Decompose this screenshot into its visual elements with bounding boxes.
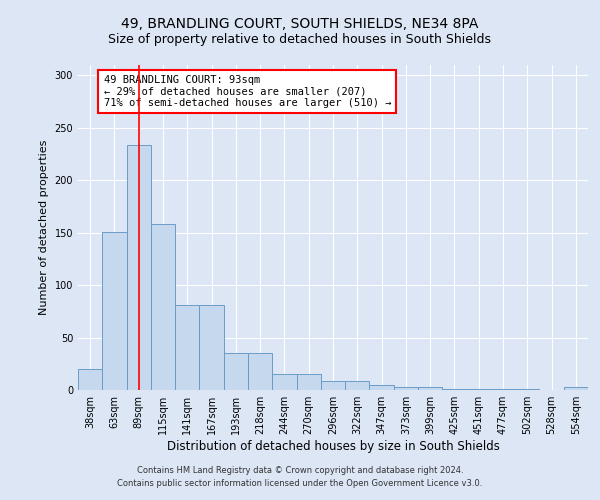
Bar	[272, 374, 296, 390]
Bar	[418, 387, 442, 390]
Bar	[296, 374, 321, 390]
Text: Contains HM Land Registry data © Crown copyright and database right 2024.
Contai: Contains HM Land Registry data © Crown c…	[118, 466, 482, 487]
Bar	[467, 389, 491, 390]
Bar	[515, 389, 539, 390]
Bar	[151, 224, 175, 390]
Bar	[370, 385, 394, 390]
Bar	[102, 232, 127, 390]
Bar	[248, 354, 272, 390]
Text: 49 BRANDLING COURT: 93sqm
← 29% of detached houses are smaller (207)
71% of semi: 49 BRANDLING COURT: 93sqm ← 29% of detac…	[104, 74, 391, 108]
Text: Size of property relative to detached houses in South Shields: Size of property relative to detached ho…	[109, 32, 491, 46]
Bar	[224, 354, 248, 390]
Text: 49, BRANDLING COURT, SOUTH SHIELDS, NE34 8PA: 49, BRANDLING COURT, SOUTH SHIELDS, NE34…	[121, 18, 479, 32]
Bar	[127, 144, 151, 390]
Bar	[199, 305, 224, 390]
Bar	[78, 369, 102, 390]
Bar	[442, 389, 467, 390]
Bar	[345, 380, 370, 390]
Bar	[175, 305, 199, 390]
Bar	[394, 387, 418, 390]
Bar	[321, 380, 345, 390]
X-axis label: Distribution of detached houses by size in South Shields: Distribution of detached houses by size …	[167, 440, 499, 453]
Bar	[491, 389, 515, 390]
Bar	[564, 387, 588, 390]
Y-axis label: Number of detached properties: Number of detached properties	[39, 140, 49, 315]
